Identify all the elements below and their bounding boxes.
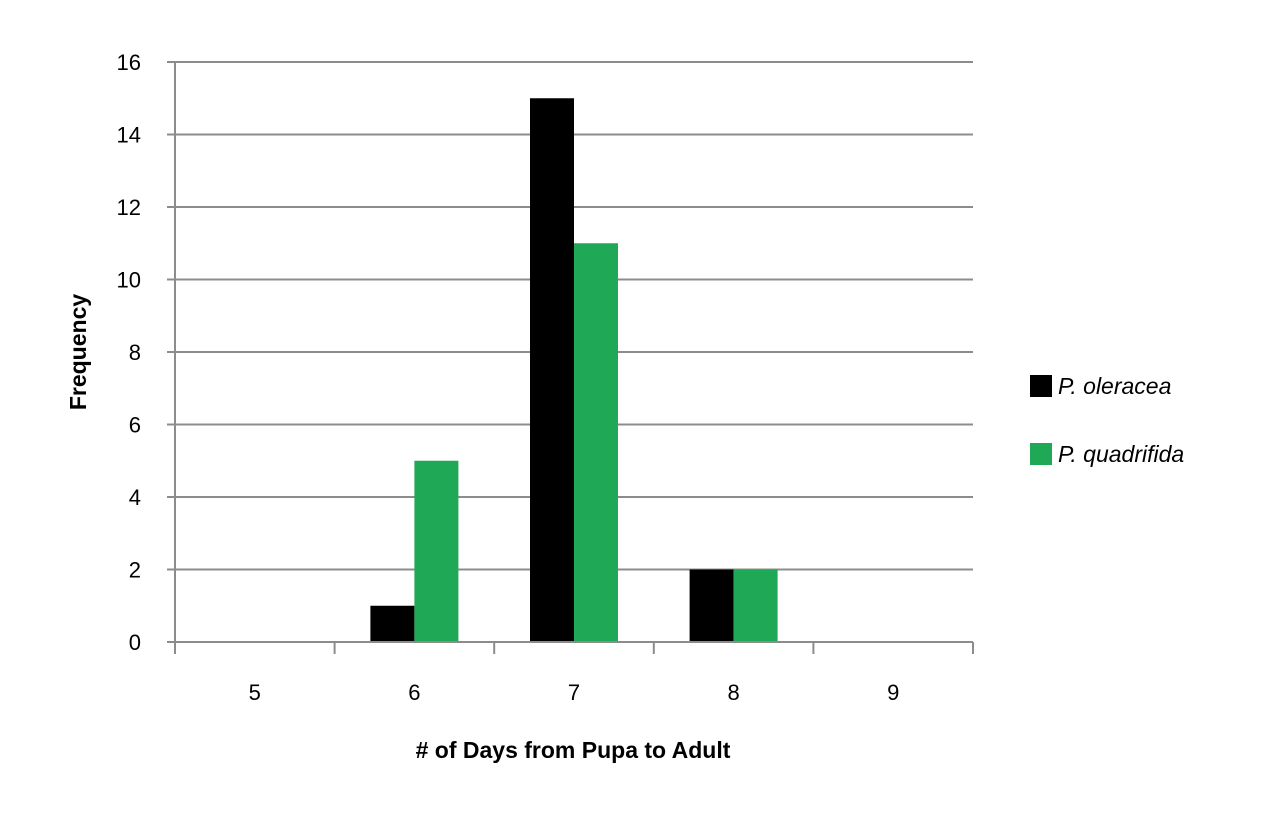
legend-swatch-p-oleracea (1030, 375, 1052, 397)
x-axis-title: # of Days from Pupa to Adult (416, 737, 731, 763)
bars (370, 98, 778, 642)
x-tick-label: 6 (408, 680, 420, 705)
y-tick-label: 4 (129, 485, 141, 510)
legend: P. oleracea P. quadrifida (1030, 373, 1184, 467)
x-tick-label: 9 (887, 680, 899, 705)
legend-label-p-quadrifida: P. quadrifida (1058, 441, 1184, 467)
axes (167, 61, 974, 654)
x-tick-label: 5 (249, 680, 261, 705)
y-tick-label: 12 (117, 195, 141, 220)
y-tick-labels: 0 2 4 6 8 10 12 14 16 (117, 50, 141, 655)
y-tick-label: 14 (117, 123, 141, 148)
y-tick-label: 2 (129, 558, 141, 583)
bar-p-quadrifida-6 (414, 460, 459, 642)
bar-p-oleracea-6 (370, 605, 415, 642)
legend-swatch-p-quadrifida (1030, 443, 1052, 465)
bar-p-oleracea-8 (689, 569, 734, 642)
x-tick-label: 8 (727, 680, 739, 705)
y-tick-label: 0 (129, 630, 141, 655)
y-axis-title: Frequency (65, 294, 91, 411)
bar-p-quadrifida-7 (574, 243, 618, 642)
y-tick-label: 10 (117, 268, 141, 293)
legend-label-p-oleracea: P. oleracea (1058, 373, 1171, 399)
y-tick-label: 8 (129, 340, 141, 365)
x-tick-labels: 5 6 7 8 9 (249, 680, 900, 705)
bar-p-oleracea-7 (530, 98, 574, 642)
y-tick-label: 6 (129, 413, 141, 438)
y-tick-label: 16 (117, 50, 141, 75)
bar-p-quadrifida-8 (733, 569, 778, 642)
x-tick-label: 7 (568, 680, 580, 705)
